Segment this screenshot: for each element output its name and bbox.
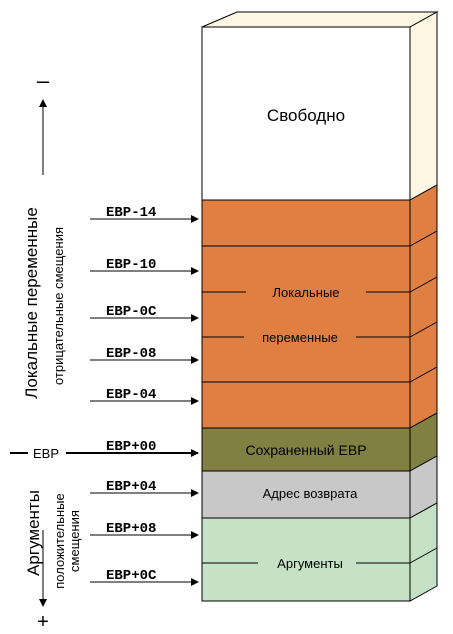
locals-axis-subtitle: отрицательные смещения — [51, 227, 66, 385]
locals-block — [201, 199, 411, 429]
offset-label: EBP+04 — [106, 479, 156, 495]
ebp-axis-label: EBP — [33, 446, 59, 461]
args-axis-subtitle-line2: смещения — [67, 510, 82, 572]
locals-axis-title: Локальные переменные — [22, 207, 41, 399]
arguments-label: Аргументы — [277, 556, 343, 571]
offset-label: EBP-08 — [106, 346, 156, 362]
locals-block-side — [409, 184, 438, 429]
offset-arrows — [90, 215, 199, 586]
locals-slot-lines — [202, 230, 438, 383]
args-axis-subtitle-line1: положительные — [52, 493, 67, 588]
offset-label: EBP-04 — [106, 387, 156, 403]
args-axis-title: Аргументы — [24, 490, 43, 576]
free-label: Свободно — [267, 106, 345, 125]
offset-label: EBP-10 — [106, 257, 156, 273]
free-block-side — [409, 11, 438, 201]
locals-label-line2: переменные — [262, 330, 338, 345]
locals-label-line1: Локальные — [272, 285, 339, 300]
minus-sign: – — [37, 68, 50, 93]
saved-ebp-block — [201, 427, 411, 472]
offset-label-ebp: EBP+00 — [106, 439, 156, 455]
saved-ebp-label: Сохраненный EBP — [245, 442, 366, 458]
offset-label: EBP+08 — [106, 521, 156, 537]
offset-label: EBP-14 — [106, 205, 156, 221]
offset-label: EBP-0C — [106, 304, 157, 320]
return-address-block — [201, 470, 411, 519]
arguments-block — [201, 517, 411, 602]
arguments-slot-lines — [202, 547, 438, 564]
column-top-face — [201, 11, 439, 28]
free-block — [201, 26, 411, 201]
arguments-block-side — [409, 502, 438, 602]
return-address-label: Адрес возврата — [263, 486, 359, 501]
offset-label: EBP+0C — [106, 568, 157, 584]
plus-sign: + — [37, 611, 49, 633]
